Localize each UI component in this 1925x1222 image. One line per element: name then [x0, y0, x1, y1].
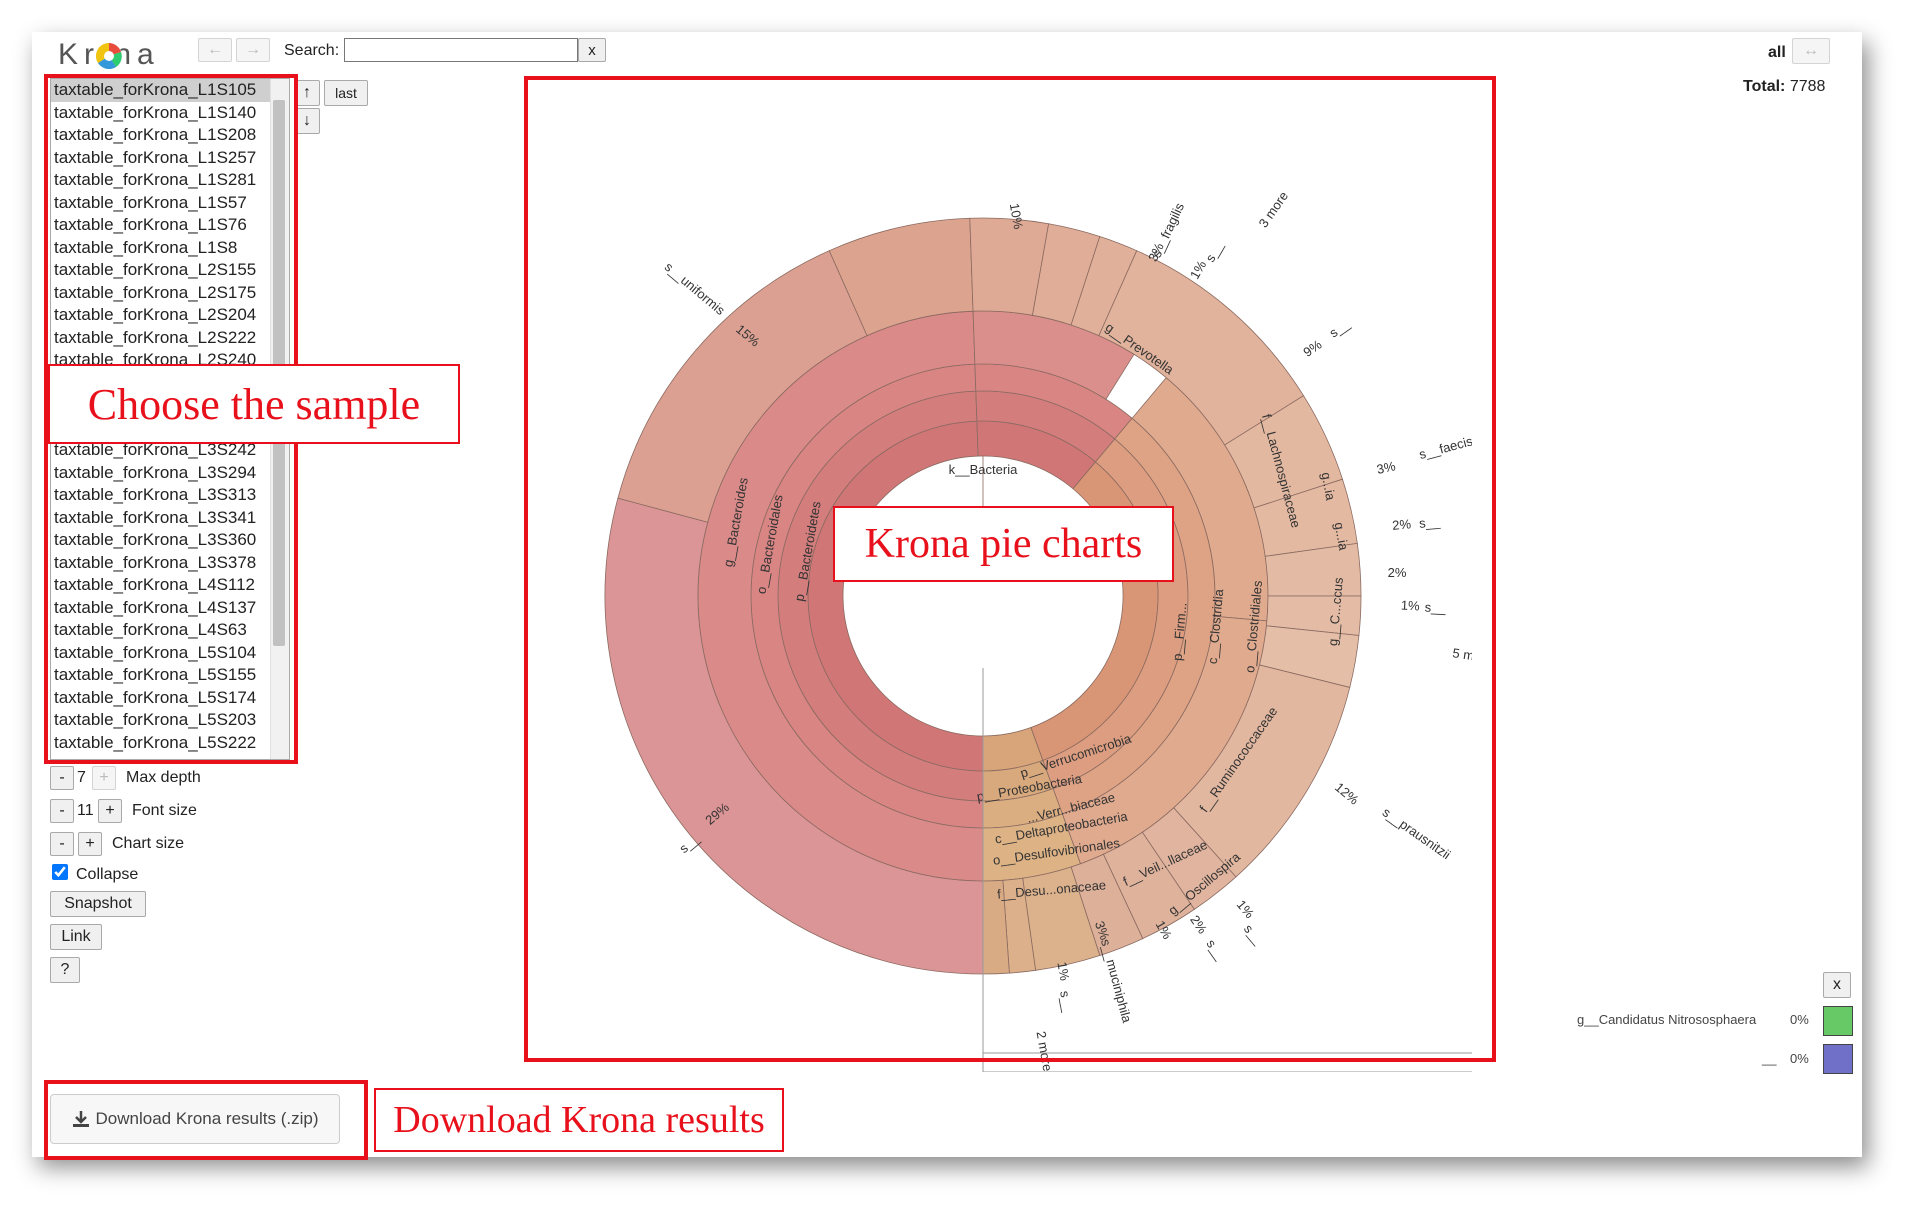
legend-item-pct: 0%	[1790, 1012, 1809, 1027]
back-button[interactable]: ←	[198, 38, 232, 62]
font-size-value: 11	[77, 802, 94, 819]
sample-list-item[interactable]: taxtable_forKrona_L1S76	[54, 215, 247, 234]
chart-label: 3%	[1375, 458, 1397, 477]
chart-size-plus-button[interactable]: +	[78, 832, 102, 856]
chart-label: p__Firm...	[1169, 602, 1189, 662]
download-results-annotation: Download Krona results	[374, 1088, 784, 1152]
sample-list-item[interactable]: taxtable_forKrona_L5S174	[54, 687, 257, 707]
chart-label: 3%	[1145, 240, 1167, 264]
forward-button[interactable]: →	[236, 38, 270, 62]
sample-list-item[interactable]: taxtable_forKrona_L2S155	[54, 260, 257, 279]
chart-label: 2%	[1388, 565, 1407, 580]
total-readout: Total: 7788	[1743, 78, 1825, 96]
sample-list-item[interactable]: taxtable_forKrona_L2S204	[54, 305, 257, 324]
snapshot-button[interactable]: Snapshot	[50, 891, 146, 917]
krona-logo-icon	[95, 42, 122, 70]
search-input[interactable]	[344, 38, 578, 62]
chart-label: k__Bacteria	[949, 462, 1018, 477]
chart-label: 3%	[1092, 919, 1113, 942]
total-label: Total:	[1743, 78, 1786, 95]
collapse-label: Collapse	[76, 866, 139, 883]
max-depth-plus-button[interactable]: +	[92, 766, 116, 790]
krona-sunburst-chart[interactable]: k__Bacteriap__Bacteroideteso__Bacteroida…	[532, 127, 1472, 1072]
link-button[interactable]: Link	[50, 924, 102, 950]
legend-color-swatch[interactable]	[1823, 1006, 1853, 1036]
sample-list-item[interactable]: taxtable_forKrona_L3S242	[54, 440, 257, 459]
krona-logo: Kr na	[58, 38, 160, 72]
chart-label: 2%	[1392, 516, 1412, 533]
chart-label: 5 more	[1452, 645, 1472, 665]
chart-label: 1%	[1400, 598, 1420, 614]
font-size-label: Font size	[132, 802, 197, 819]
download-results-button[interactable]: Download Krona results (.zip)	[50, 1094, 340, 1144]
sample-list-item[interactable]: taxtable_forKrona_L3S360	[54, 530, 257, 549]
chart-label: s__	[1424, 599, 1446, 615]
wedge-s-29[interactable]	[604, 497, 984, 975]
font-size-minus-button[interactable]: -	[50, 799, 74, 823]
krona-pie-annotation: Krona pie charts	[833, 506, 1174, 582]
download-icon	[72, 1111, 89, 1127]
sample-list-item[interactable]: taxtable_forKrona_L3S341	[54, 507, 257, 527]
sample-list-item[interactable]: taxtable_forKrona_L2S175	[54, 282, 257, 302]
all-label: all	[1768, 44, 1786, 61]
sample-list-item[interactable]: taxtable_forKrona_L4S63	[54, 620, 247, 639]
sample-list-item[interactable]: taxtable_forKrona_L1S105	[51, 79, 289, 102]
chart-label: 10%	[1007, 202, 1026, 231]
legend-color-swatch[interactable]	[1823, 1044, 1853, 1074]
sample-list-item[interactable]: taxtable_forKrona_L5S104	[54, 642, 257, 662]
chart-label: s__	[1419, 514, 1442, 531]
total-value: 7788	[1789, 78, 1826, 95]
collapse-checkbox[interactable]	[52, 864, 68, 880]
sample-list-item[interactable]: taxtable_forKrona_L1S57	[54, 192, 247, 212]
sample-list-item[interactable]: taxtable_forKrona_L2S222	[54, 327, 257, 347]
chart-label: c__Clostridia	[1205, 588, 1227, 665]
legend-item-name: g__Candidatus Nitrososphaera	[1577, 1012, 1757, 1027]
sample-list-item[interactable]: taxtable_forKrona_L1S8	[54, 237, 238, 257]
chart-size-minus-button[interactable]: -	[50, 832, 74, 856]
sample-list-item[interactable]: taxtable_forKrona_L1S140	[54, 102, 257, 122]
max-depth-value: 7	[77, 769, 86, 786]
all-toggle-button[interactable]: ↔	[1792, 38, 1830, 64]
chart-highlight	[524, 76, 1496, 1062]
sample-list-item[interactable]: taxtable_forKrona_L4S137	[54, 597, 257, 617]
help-button[interactable]: ?	[50, 957, 80, 983]
max-depth-label: Max depth	[126, 769, 201, 786]
sample-list-item[interactable]: taxtable_forKrona_L1S281	[54, 170, 257, 189]
font-size-plus-button[interactable]: +	[98, 799, 122, 823]
search-clear-button[interactable]: x	[578, 38, 606, 62]
chart-label: g...ia	[1319, 471, 1339, 502]
sample-list-item[interactable]: taxtable_forKrona_L1S257	[54, 147, 257, 167]
sample-list-item[interactable]: taxtable_forKrona_L5S155	[54, 665, 257, 684]
sample-down-button[interactable]: ↓	[294, 108, 320, 134]
sample-list-item[interactable]: taxtable_forKrona_L3S313	[54, 485, 257, 504]
legend-item-name: __	[1762, 1051, 1777, 1066]
chart-label: 1%	[1054, 961, 1072, 983]
sample-list-item[interactable]: taxtable_forKrona_L3S294	[54, 462, 257, 482]
sample-list-item[interactable]: taxtable_forKrona_L5S222	[54, 732, 257, 752]
legend-leader-line	[982, 668, 1472, 1072]
legend-close-button[interactable]: x	[1823, 972, 1851, 998]
chart-label: g...ia	[1332, 521, 1352, 552]
chart-label: g__C...ccus	[1325, 576, 1346, 646]
legend-item-pct: 0%	[1790, 1051, 1809, 1066]
sample-up-button[interactable]: ↑	[294, 80, 320, 106]
choose-sample-annotation: Choose the sample	[48, 364, 460, 444]
last-sample-button[interactable]: last	[324, 80, 368, 106]
sample-list-item[interactable]: taxtable_forKrona_L4S112	[54, 575, 256, 594]
sample-list-item[interactable]: taxtable_forKrona_L3S378	[54, 552, 257, 572]
max-depth-minus-button[interactable]: -	[50, 766, 74, 790]
krona-window: Kr na ← → Search: x all ↔ Total: 7788 ta…	[32, 32, 1862, 1160]
search-label: Search:	[284, 42, 340, 59]
download-results-label: Download Krona results (.zip)	[95, 1109, 319, 1128]
download-highlight	[44, 1080, 368, 1160]
chart-label: s__	[1057, 990, 1076, 1014]
chart-size-label: Chart size	[112, 835, 185, 852]
sample-list-item[interactable]: taxtable_forKrona_L5S203	[54, 710, 257, 729]
sample-list-item[interactable]: taxtable_forKrona_L1S208	[54, 125, 257, 144]
